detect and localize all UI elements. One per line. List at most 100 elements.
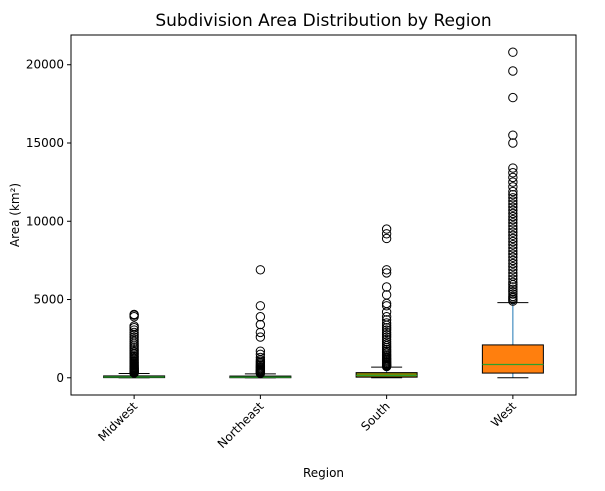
outlier-point: [508, 214, 518, 225]
outlier-point: [381, 229, 392, 239]
outlier-point: [508, 289, 518, 299]
outlier-point: [381, 322, 392, 333]
chart-title: Subdivision Area Distribution by Region: [155, 11, 491, 31]
x-axis: Midwest Northeast South West: [95, 395, 519, 451]
outlier-point: [508, 221, 518, 231]
outlier-point: [508, 240, 518, 250]
box-group-northeast: [229, 265, 292, 379]
outlier-point: [381, 233, 392, 244]
outlier-point: [255, 332, 266, 342]
outlier-point: [508, 130, 518, 140]
outlier-point: [129, 325, 139, 335]
outlier-point: [381, 334, 392, 345]
outlier-point: [255, 346, 266, 356]
outlier-point: [381, 265, 392, 275]
outlier-point: [508, 274, 518, 284]
outlier-point: [381, 327, 392, 338]
outlier-point: [381, 318, 392, 328]
outlier-point: [255, 349, 266, 360]
outlier-point: [508, 199, 518, 209]
outlier-point: [508, 252, 518, 262]
outlier-point: [508, 255, 518, 266]
outlier-point: [508, 168, 518, 178]
outlier-point: [255, 327, 266, 338]
outlier-point: [508, 230, 518, 241]
outlier-point: [508, 258, 518, 269]
outlier-point: [508, 172, 518, 183]
y-tick-label: 0: [56, 371, 64, 385]
outlier-point: [129, 327, 139, 338]
y-tick-label: 20000: [26, 58, 64, 72]
outlier-point: [508, 211, 518, 222]
outlier-point: [381, 312, 392, 322]
outlier-point: [508, 271, 518, 281]
outlier-point: [508, 265, 518, 275]
x-axis-label: Region: [303, 466, 344, 480]
x-tick-label: West: [488, 399, 519, 430]
outlier-point: [381, 332, 392, 342]
y-axis: 0 5000 10000 15000 20000: [26, 58, 71, 385]
outlier-point: [255, 312, 266, 322]
outlier-point: [255, 265, 266, 275]
outlier-point: [381, 325, 392, 335]
outlier-point: [508, 193, 518, 203]
outlier-point: [129, 332, 139, 342]
outlier-point: [381, 301, 392, 311]
outlier-point: [508, 291, 518, 302]
outlier-point: [508, 286, 518, 297]
outlier-point: [508, 66, 518, 76]
outlier-point: [508, 268, 518, 278]
plot-area: [103, 47, 544, 379]
outlier-point: [508, 227, 518, 237]
y-tick-label: 5000: [33, 293, 64, 307]
outlier-point: [508, 208, 518, 219]
x-tick-label: Midwest: [95, 399, 140, 444]
outlier-point: [508, 249, 518, 259]
outlier-point: [508, 284, 518, 295]
outlier-point: [255, 319, 266, 330]
outlier-point: [255, 352, 266, 363]
outlier-point: [129, 321, 139, 331]
outlier-point: [129, 334, 139, 344]
outlier-point: [381, 337, 392, 347]
outlier-point: [381, 290, 392, 300]
box-iqr: [481, 344, 544, 374]
outlier-point: [508, 189, 518, 200]
plot-frame: [70, 34, 577, 396]
outlier-point: [508, 182, 518, 192]
y-tick-label: 10000: [26, 214, 64, 228]
box-group-midwest: [103, 309, 166, 379]
y-axis-label: Area (km²): [8, 183, 22, 247]
x-tick-label: Northeast: [215, 399, 267, 451]
outlier-point: [508, 177, 518, 187]
outlier-point: [508, 277, 518, 288]
outlier-point: [508, 282, 518, 292]
outlier-point: [508, 205, 518, 216]
outlier-point: [508, 47, 518, 57]
x-tick-label: South: [358, 399, 393, 434]
y-tick-label: 15000: [26, 136, 64, 150]
outlier-point: [508, 138, 518, 148]
outlier-point: [381, 224, 392, 234]
outlier-point: [381, 268, 392, 278]
outlier-point: [508, 202, 518, 212]
outlier-point: [255, 301, 266, 311]
outlier-point: [381, 330, 392, 340]
outlier-point: [129, 309, 139, 320]
outlier-point: [381, 282, 392, 292]
outlier-point: [508, 163, 518, 173]
outlier-point: [508, 92, 518, 103]
outlier-point: [508, 233, 518, 244]
outlier-point: [508, 218, 518, 228]
box-group-west: [481, 47, 544, 379]
outlier-point: [508, 186, 518, 197]
outlier-point: [508, 236, 518, 247]
box-group-south: [355, 224, 418, 379]
outlier-point: [508, 246, 518, 256]
outlier-point: [508, 261, 518, 272]
outlier-point: [508, 224, 518, 234]
outlier-point: [508, 243, 518, 253]
outlier-point: [381, 315, 392, 325]
outlier-point: [508, 196, 518, 206]
